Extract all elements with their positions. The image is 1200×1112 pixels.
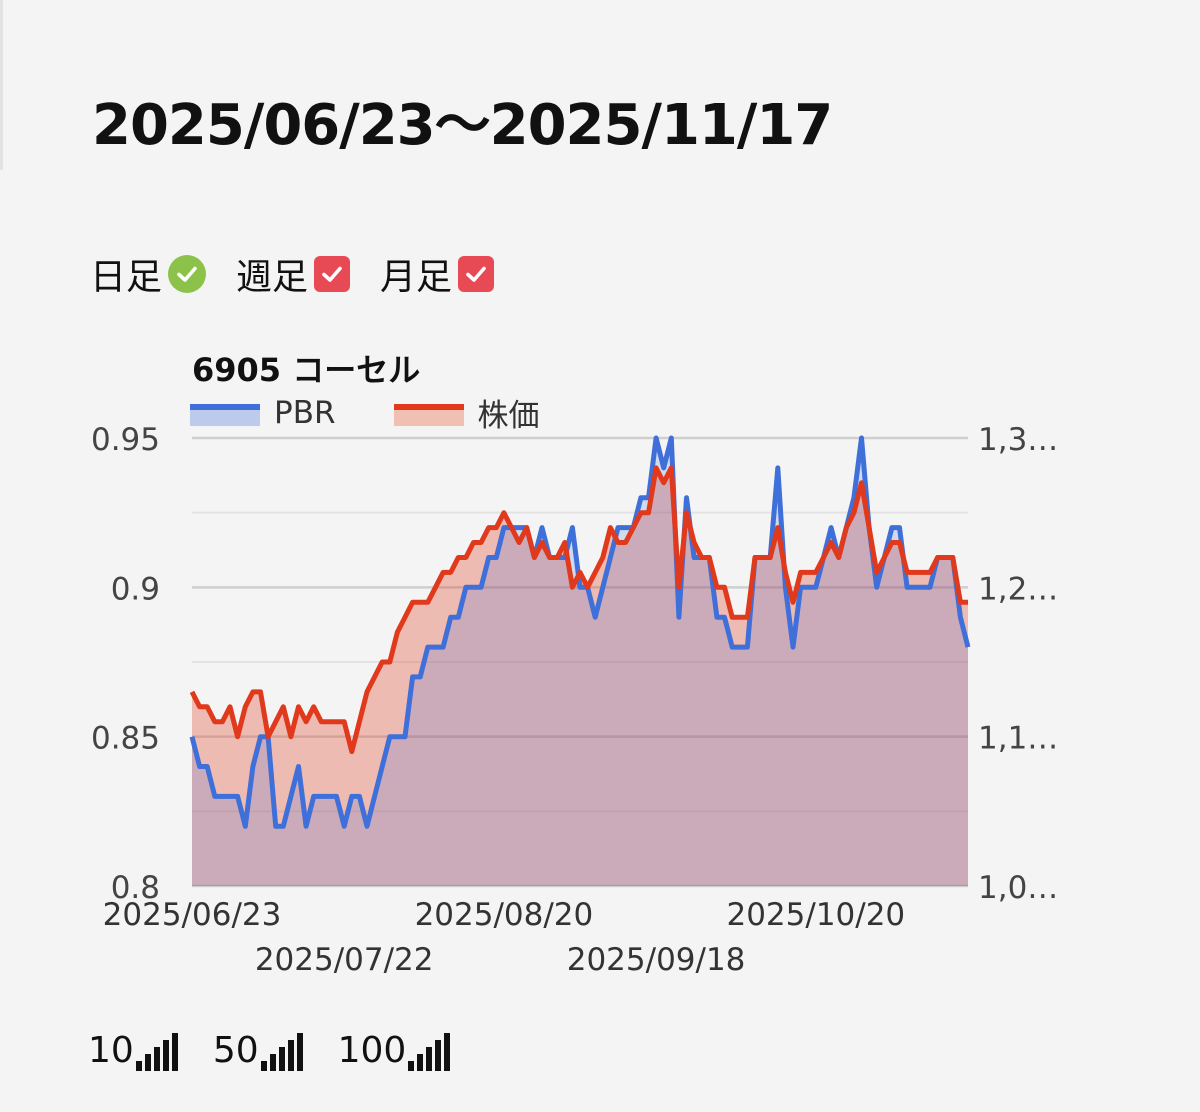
legend-swatch-price [393,399,464,427]
x-tick-label: 2025/10/20 [726,897,905,933]
legend-label-price: 株価 [477,398,540,434]
ma-100-label: 100 [337,1030,407,1071]
ma-50-button[interactable]: 50 [213,1030,306,1071]
grid-lines [192,436,968,888]
y-left-tick-label: 0.8 [111,870,160,906]
signal-bars-icon [260,1033,306,1071]
chart-area: 0.95 0.9 0.85 0.8 1,3… 1,2… 1,1… 1,0… 2025/06/… [91,422,1058,978]
checkbox-icon [314,256,351,292]
period-monthly[interactable]: 月足 [380,248,495,300]
x-tick-label: 2025/07/22 [255,942,434,978]
chart-legend: PBR 株価 [190,390,598,435]
signal-bars-icon [135,1033,181,1071]
legend-item-pbr[interactable]: PBR [190,395,336,431]
page-title: 2025/06/23～2025/11/17 [92,93,833,158]
legend-item-price[interactable]: 株価 [393,390,540,435]
y-right-tick-label: 1,3… [978,422,1058,458]
series-line-price [189,465,968,755]
period-daily-label: 日足 [90,257,163,298]
checkbox-icon [458,256,495,292]
ma-100-button[interactable]: 100 [338,1030,454,1071]
legend-swatch-pbr [190,399,260,427]
series-area-price [192,467,968,886]
y-right-tick-label: 1,1… [978,721,1058,757]
page-edge [0,0,3,170]
ma-50-label: 50 [212,1030,259,1071]
period-monthly-label: 月足 [380,257,453,298]
ma-10-button[interactable]: 10 [88,1030,181,1071]
chart-title: 6905 コーセル [192,351,421,389]
y-left-tick-label: 0.95 [91,422,160,458]
moving-average-selector: 10 50 100 [88,1030,485,1071]
x-axis: 2025/06/23 2025/07/22 2025/08/20 2025/09/18… [103,897,906,978]
y-axis-left: 0.95 0.9 0.85 0.8 [91,422,160,906]
x-tick-label: 2025/09/18 [567,942,746,978]
period-selector: 日足 週足 月足 [90,248,524,300]
signal-bars-icon [408,1033,453,1071]
y-right-tick-label: 1,0… [978,870,1058,906]
x-tick-label: 2025/06/23 [103,897,282,933]
check-circle-icon [168,255,207,293]
period-daily[interactable]: 日足 [90,248,207,300]
x-tick-label: 2025/08/20 [415,897,594,933]
period-weekly[interactable]: 週足 [236,248,351,300]
y-axis-right: 1,3… 1,2… 1,1… 1,0… [978,422,1058,906]
legend-label-pbr: PBR [274,394,336,431]
y-right-tick-label: 1,2… [978,571,1058,607]
y-left-tick-label: 0.85 [91,721,160,757]
y-left-tick-label: 0.9 [111,571,160,607]
period-weekly-label: 週足 [236,257,309,298]
ma-10-label: 10 [88,1030,134,1071]
